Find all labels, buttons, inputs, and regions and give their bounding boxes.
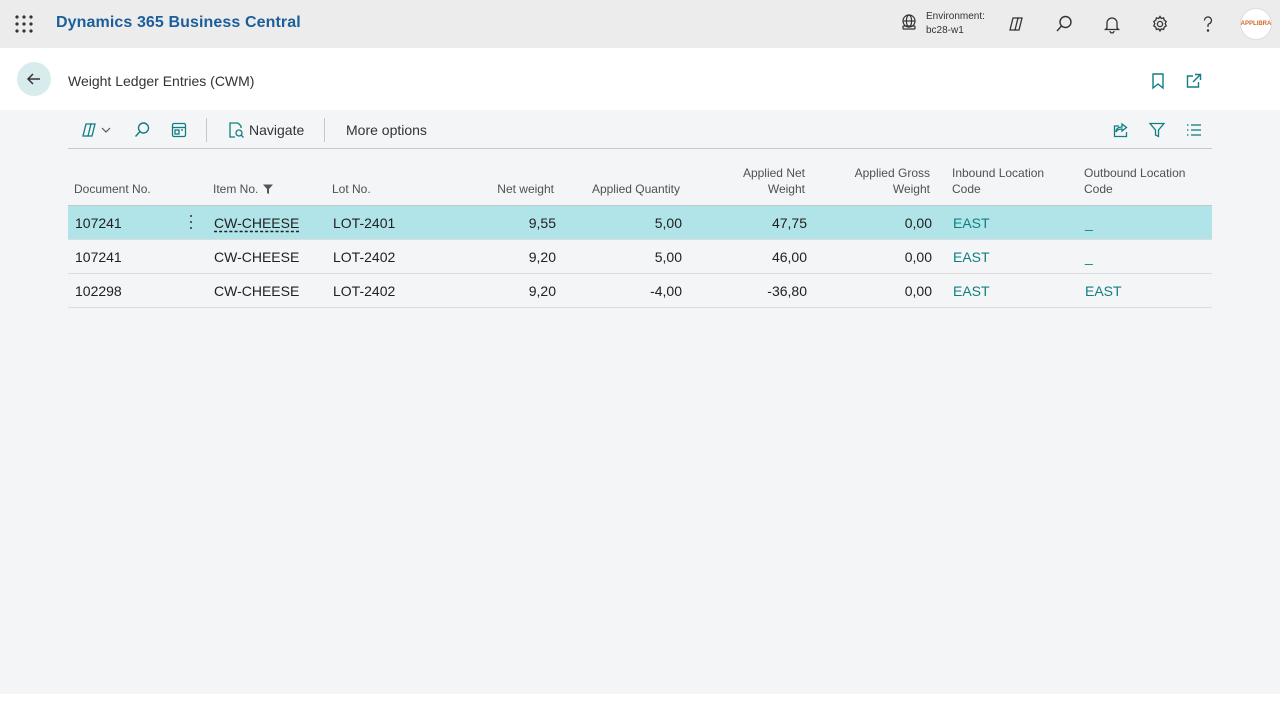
table-row[interactable]: 107241 CW-CHEESE LOT-2402 9,20 5,00 46,0…: [68, 240, 1212, 274]
cell-applied-net-weight[interactable]: 46,00: [771, 249, 807, 265]
cell-lot-no[interactable]: LOT-2401: [333, 215, 396, 231]
cell-applied-gross-weight[interactable]: 0,00: [904, 283, 932, 299]
table-row[interactable]: 102298 CW-CHEESE LOT-2402 9,20 -4,00 -36…: [68, 274, 1212, 308]
gear-icon[interactable]: [1150, 14, 1170, 34]
cell-outbound-location[interactable]: _: [1085, 215, 1093, 231]
header-inbound-location-line2: Code: [952, 182, 981, 196]
environment-value: bc28-w1: [926, 25, 964, 36]
help-icon[interactable]: [1198, 14, 1218, 34]
cell-applied-gross-weight[interactable]: 0,00: [904, 215, 932, 231]
cell-net-weight[interactable]: 9,55: [528, 215, 556, 231]
header-lot-no[interactable]: Lot No.: [332, 182, 371, 196]
cell-inbound-location[interactable]: EAST: [953, 249, 990, 265]
header-applied-net-weight-line2: Weight: [767, 182, 805, 196]
header-outbound-location-line2: Code: [1084, 182, 1113, 196]
page-title: Weight Ledger Entries (CWM): [68, 73, 255, 89]
header-applied-net-weight[interactable]: Applied Net Weight: [743, 165, 805, 197]
cell-lot-no[interactable]: LOT-2402: [333, 283, 396, 299]
cell-document-no[interactable]: 102298: [75, 283, 122, 299]
copilot-actions-dropdown[interactable]: [80, 121, 112, 139]
header-item-no[interactable]: Item No.: [213, 181, 274, 197]
edit-list-icon[interactable]: [170, 121, 188, 139]
cell-applied-gross-weight[interactable]: 0,00: [904, 249, 932, 265]
environment-info[interactable]: Environment: bc28-w1: [900, 10, 985, 38]
bottom-strip: [0, 694, 1280, 720]
search-icon[interactable]: [1054, 14, 1074, 34]
app-title[interactable]: Dynamics 365 Business Central: [56, 14, 301, 31]
cell-net-weight[interactable]: 9,20: [528, 249, 556, 265]
cell-applied-net-weight[interactable]: -36,80: [767, 283, 807, 299]
cell-lot-no[interactable]: LOT-2402: [333, 249, 396, 265]
header-applied-gross-weight-line1: Applied Gross: [854, 166, 930, 180]
avatar[interactable]: APPLIBRA: [1240, 8, 1272, 40]
more-options-button[interactable]: More options: [346, 121, 427, 139]
share-icon[interactable]: [1112, 121, 1130, 139]
header-inbound-location-line1: Inbound Location: [952, 166, 1045, 180]
table-row[interactable]: 107241 CW-CHEESE LOT-2401 9,55 5,00 47,7…: [68, 206, 1212, 240]
app-launcher-icon[interactable]: [15, 15, 33, 33]
toolbar-divider: [206, 118, 207, 142]
header-applied-net-weight-line1: Applied Net: [742, 166, 805, 180]
more-options-label: More options: [346, 122, 427, 138]
ledger-table: Document No. Item No. Lot No. Net weight…: [68, 149, 1212, 308]
header-outbound-location-line1: Outbound Location: [1084, 166, 1186, 180]
header-applied-gross-weight[interactable]: Applied Gross Weight: [855, 165, 930, 197]
header-applied-quantity[interactable]: Applied Quantity: [591, 182, 680, 196]
header-net-weight[interactable]: Net weight: [497, 182, 554, 196]
document-search-icon: [229, 122, 244, 138]
bell-icon[interactable]: [1102, 14, 1122, 34]
cell-document-no[interactable]: 107241: [75, 215, 122, 231]
filter-applied-icon: [263, 184, 274, 194]
action-bar: Navigate More options: [68, 110, 1212, 149]
table-header-row: Document No. Item No. Lot No. Net weight…: [68, 149, 1212, 205]
environment-label: Environment:: [926, 11, 985, 22]
cell-document-no[interactable]: 107241: [75, 249, 122, 265]
cell-item-no[interactable]: CW-CHEESE: [214, 249, 300, 265]
back-button[interactable]: [17, 62, 51, 96]
cell-net-weight[interactable]: 9,20: [528, 283, 556, 299]
environment-icon: [900, 13, 918, 36]
content-area: Navigate More options Document No.: [0, 110, 1280, 694]
cell-applied-net-weight[interactable]: 47,75: [771, 215, 807, 231]
app-bar: Dynamics 365 Business Central Environmen…: [0, 0, 1280, 48]
chevron-down-icon: [101, 127, 111, 133]
cell-applied-quantity[interactable]: 5,00: [654, 249, 682, 265]
cell-applied-quantity[interactable]: 5,00: [654, 215, 682, 231]
filter-icon[interactable]: [1148, 121, 1166, 139]
cell-applied-quantity[interactable]: -4,00: [650, 283, 682, 299]
cell-item-no[interactable]: CW-CHEESE: [214, 283, 300, 299]
copilot-icon[interactable]: [1006, 14, 1026, 34]
cell-outbound-location[interactable]: _: [1085, 249, 1093, 265]
list-view-icon[interactable]: [1185, 121, 1203, 139]
bookmark-icon[interactable]: [1149, 72, 1167, 90]
open-new-window-icon[interactable]: [1185, 72, 1203, 90]
cell-inbound-location[interactable]: EAST: [953, 283, 990, 299]
header-divider: [68, 205, 1212, 206]
navigate-label: Navigate: [249, 122, 305, 138]
cell-item-no[interactable]: CW-CHEESE: [214, 215, 300, 231]
header-document-no[interactable]: Document No.: [74, 182, 151, 196]
page-header: Weight Ledger Entries (CWM): [0, 48, 1280, 110]
header-inbound-location[interactable]: Inbound Location Code: [952, 165, 1044, 197]
copilot-icon: [82, 123, 96, 137]
search-list-icon[interactable]: [133, 121, 151, 139]
header-outbound-location[interactable]: Outbound Location Code: [1084, 165, 1185, 197]
cell-outbound-location[interactable]: EAST: [1085, 283, 1122, 299]
header-item-no-label: Item No.: [213, 182, 259, 196]
avatar-text: APPLIBRA: [1240, 21, 1272, 27]
cell-inbound-location[interactable]: EAST: [953, 215, 990, 231]
arrow-left-icon: [26, 73, 40, 85]
toolbar-divider: [324, 118, 325, 142]
header-applied-gross-weight-line2: Weight: [892, 182, 930, 196]
row-actions-icon[interactable]: [186, 213, 196, 231]
navigate-button[interactable]: Navigate: [227, 121, 304, 139]
